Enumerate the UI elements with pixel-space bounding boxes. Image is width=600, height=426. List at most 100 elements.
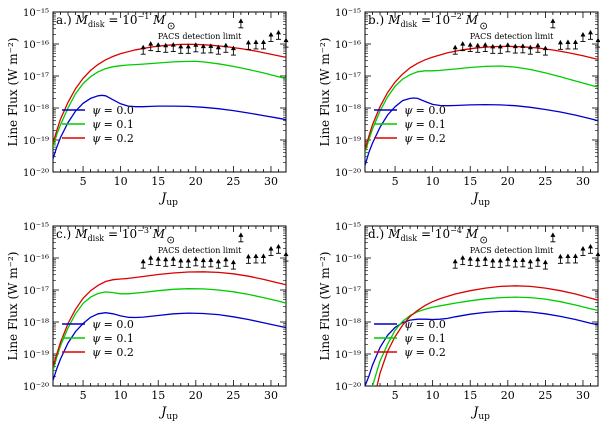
legend-psi: ψ <box>404 318 413 331</box>
x-axis-label: Jup <box>470 405 490 422</box>
detection-limit-marker <box>200 257 206 268</box>
title-exponent: −1 <box>138 12 150 21</box>
y-tick-label: 10⁻¹⁸ <box>335 104 361 115</box>
x-tick-label: 10 <box>426 175 440 188</box>
detection-limit-marker <box>482 42 488 53</box>
title-subscript: disk <box>400 20 417 29</box>
detection-limit-marker <box>512 43 518 54</box>
series-line-psi-1 <box>53 288 286 371</box>
detection-limit-marker <box>245 253 251 264</box>
limit-arrowhead-icon <box>208 257 214 262</box>
x-tick-label: 25 <box>538 389 552 402</box>
legend-value: = 0.1 <box>416 118 446 131</box>
detection-limit-marker <box>572 253 578 264</box>
detection-limit-marker <box>215 258 221 269</box>
detection-limit-marker <box>223 42 229 53</box>
limit-arrowhead-icon <box>215 258 221 264</box>
limit-arrowhead-icon <box>490 257 496 263</box>
y-axis-label: Line Flux (W m⁻²) <box>318 252 332 361</box>
detection-limit-marker <box>535 256 541 267</box>
x-tick-label: 30 <box>264 389 278 402</box>
legend-value: = 0.1 <box>104 332 134 345</box>
detection-limit-marker <box>178 43 184 54</box>
detection-limit-marker <box>275 29 281 40</box>
solar-symbol-dot <box>170 239 172 241</box>
detection-limit-marker <box>148 255 154 266</box>
solar-symbol-dot <box>482 239 485 241</box>
legend-psi: ψ <box>92 318 101 331</box>
limit-arrowhead-icon <box>230 45 236 51</box>
legend-value: = 0.0 <box>104 104 134 117</box>
x-axis-label: Jup <box>158 191 178 208</box>
legend-value: = 0.0 <box>104 318 134 331</box>
limit-arrowhead-icon <box>580 245 586 251</box>
legend-entry: ψ = 0.1 <box>92 332 134 345</box>
panel-label: a.) <box>56 13 72 27</box>
limit-arrowhead-icon <box>155 42 161 47</box>
detection-limit-marker <box>230 45 236 56</box>
legend-psi: ψ <box>404 104 413 117</box>
limit-arrowhead-icon <box>200 43 206 49</box>
detection-limit-marker <box>587 29 593 40</box>
title-mass-symbol: M <box>149 13 166 27</box>
solar-symbol-icon <box>480 236 488 244</box>
panel-title: c.) Mdisk = 10−3 M <box>56 226 166 243</box>
x-axis-label-main: J <box>470 405 479 420</box>
detection-limit-marker <box>193 42 199 53</box>
y-axis-label: Line Flux (W m⁻²) <box>318 38 332 147</box>
legend-entry: ψ = 0.1 <box>404 332 446 345</box>
detection-limit-marker <box>580 245 586 256</box>
detection-limit-marker <box>155 256 161 267</box>
legend-psi: ψ <box>92 132 101 145</box>
limit-arrowhead-icon <box>260 39 266 44</box>
limit-arrowhead-icon <box>178 257 184 263</box>
x-tick-label: 30 <box>576 389 590 402</box>
y-tick-label: 10⁻²⁰ <box>335 168 361 179</box>
detection-limit-marker <box>572 39 578 50</box>
x-tick-label: 5 <box>80 389 87 402</box>
legend-value: = 0.2 <box>416 346 446 359</box>
title-exponent: −2 <box>450 12 462 21</box>
legend-psi: ψ <box>92 346 101 359</box>
limit-arrowhead-icon <box>148 255 154 260</box>
title-symbol: M <box>387 13 401 27</box>
y-tick-label: 10⁻²⁰ <box>335 382 361 393</box>
legend-psi: ψ <box>92 104 101 117</box>
y-tick-label: 10⁻¹⁹ <box>335 136 361 147</box>
limit-arrowhead-icon <box>527 44 533 50</box>
detection-limit-marker <box>452 258 458 269</box>
legend-entry: ψ = 0.0 <box>404 318 446 331</box>
detection-limit-marker <box>475 256 481 267</box>
legend-psi: ψ <box>92 118 101 131</box>
legend-entry: ψ = 0.1 <box>92 118 134 131</box>
title-equals: = 10 <box>105 13 138 27</box>
limit-arrowhead-icon <box>542 45 548 51</box>
limit-arrowhead-icon <box>467 256 473 261</box>
x-tick-label: 15 <box>151 175 165 188</box>
limit-arrowhead-icon <box>542 259 548 265</box>
detection-limit-marker <box>527 44 533 55</box>
panel-c: 5 10 15 20 25 30 10⁻²⁰ 10⁻¹⁹ 10⁻¹⁸ 10⁻¹⁷ 10⁻¹⁶ 10⁻¹… <box>6 222 289 422</box>
limit-arrowhead-icon <box>200 257 206 263</box>
limit-arrowhead-icon <box>595 37 600 43</box>
detection-limit-marker <box>527 258 533 269</box>
x-axis-label-main: J <box>158 405 167 420</box>
limit-arrowhead-icon <box>193 42 199 47</box>
x-axis-label: Jup <box>158 405 178 422</box>
y-tick-label: 10⁻¹⁷ <box>23 72 49 83</box>
title-equals: = 10 <box>417 227 450 241</box>
x-tick-label: 20 <box>501 175 515 188</box>
detection-limit-marker <box>208 43 214 54</box>
y-axis-label: Line Flux (W m⁻²) <box>6 38 20 147</box>
x-tick-label: 20 <box>189 175 203 188</box>
y-tick-label: 10⁻¹⁶ <box>23 254 49 265</box>
legend-entry: ψ = 0.2 <box>92 132 134 145</box>
limit-arrowhead-icon <box>512 43 518 49</box>
detection-limit-marker <box>467 256 473 267</box>
detection-limit-label: PACS detection limit <box>470 246 554 255</box>
limit-arrowhead-icon <box>170 42 176 47</box>
x-tick-label: 15 <box>151 389 165 402</box>
x-tick-label: 25 <box>226 389 240 402</box>
detection-limit-marker <box>490 257 496 268</box>
